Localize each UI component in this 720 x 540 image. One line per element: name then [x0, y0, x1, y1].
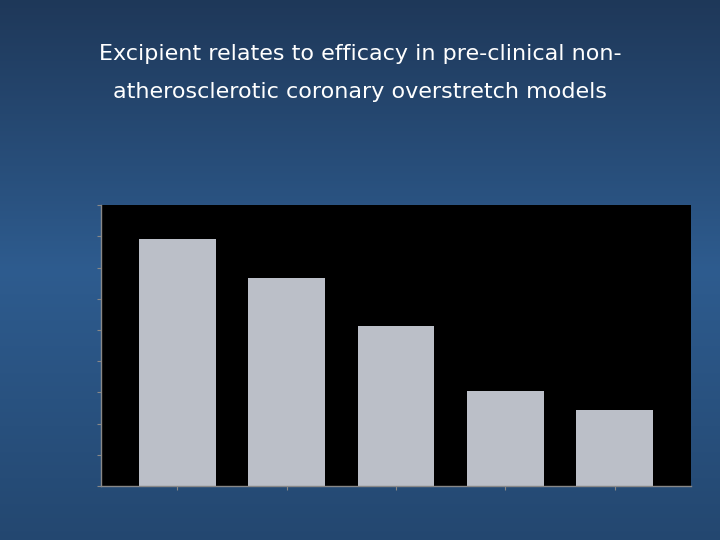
- Text: atherosclerotic coronary overstretch models: atherosclerotic coronary overstretch mod…: [113, 82, 607, 102]
- Text: Excipient relates to efficacy in pre-clinical non-: Excipient relates to efficacy in pre-cli…: [99, 44, 621, 64]
- Bar: [358, 326, 434, 486]
- Bar: [577, 410, 653, 486]
- Bar: [467, 390, 544, 486]
- Bar: [139, 239, 215, 486]
- Bar: [248, 278, 325, 486]
